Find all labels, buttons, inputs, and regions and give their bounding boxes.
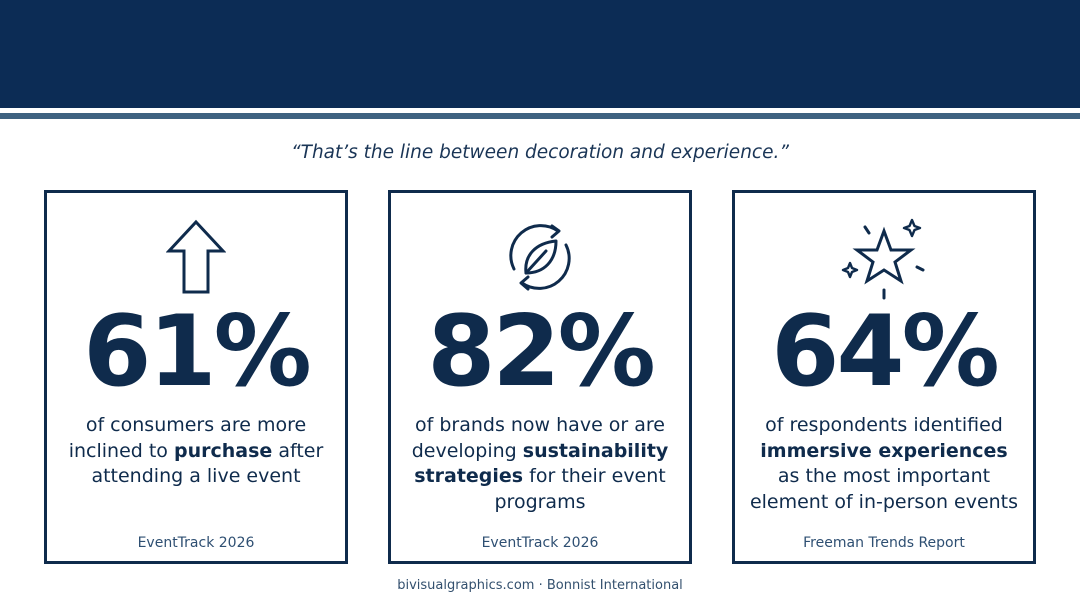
footer-credit: bivisualgraphics.com · Bonnist Internati… [397, 578, 683, 593]
stat-source: EventTrack 2026 [481, 535, 599, 551]
stat-value: 64% [771, 295, 1000, 409]
stat-source: Freeman Trends Report [803, 535, 965, 551]
stat-value: 82% [427, 295, 656, 409]
sparkle-star-icon [735, 217, 1033, 303]
stat-card-immersive: 64% of respondents identified immersive … [732, 190, 1036, 564]
header-band [0, 0, 1080, 108]
stat-description: of consumers are more inclined to purcha… [68, 414, 324, 487]
header-divider [0, 113, 1080, 119]
arrow-up-icon [47, 219, 345, 295]
stat-card-sustainability: 82% of brands now have or are developing… [388, 190, 692, 564]
stat-source: EventTrack 2026 [137, 535, 255, 551]
quote-text: “That’s the line between decoration and … [291, 142, 789, 163]
stat-description: of respondents identified immersive expe… [749, 414, 1019, 513]
stat-description: of brands now have or are developing sus… [411, 414, 669, 513]
stat-card-purchase: 61% of consumers are more inclined to pu… [44, 190, 348, 564]
stat-value: 61% [83, 295, 312, 409]
recycle-leaf-icon [391, 217, 689, 297]
